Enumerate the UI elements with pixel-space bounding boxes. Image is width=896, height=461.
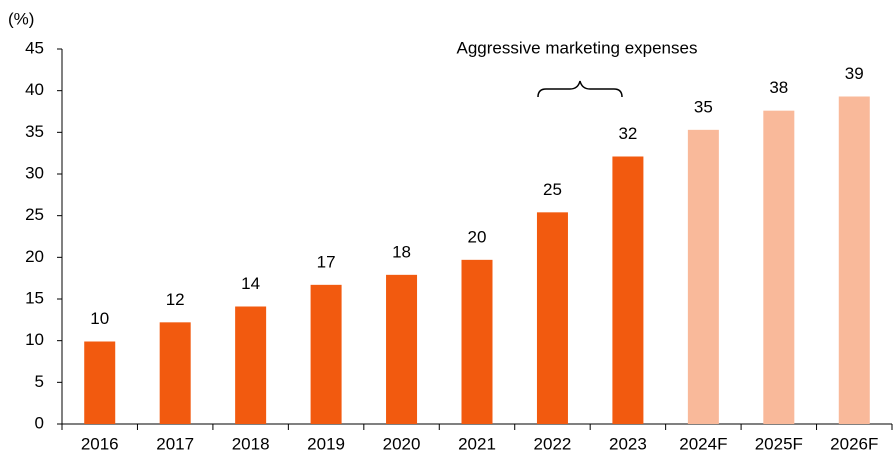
annotation: Aggressive marketing expenses [457, 38, 698, 57]
y-axis-label: (%) [8, 9, 34, 28]
x-tick-label: 2023 [609, 434, 647, 453]
x-tick-label: 2022 [534, 434, 572, 453]
y-tick-label: 5 [35, 372, 44, 391]
x-tick-label: 2017 [156, 434, 194, 453]
y-tick-label: 10 [25, 330, 44, 349]
y-tick-label: 40 [25, 80, 44, 99]
bar [612, 156, 644, 424]
x-tick-label: 2016 [81, 434, 119, 453]
data-label: 12 [166, 290, 185, 309]
bar [536, 212, 568, 424]
y-tick-label: 15 [25, 288, 44, 307]
bar [159, 322, 191, 424]
bar [235, 306, 267, 424]
data-label: 25 [543, 180, 562, 199]
y-tick-label: 0 [35, 413, 44, 432]
bar [386, 274, 418, 424]
y-tick-label: 35 [25, 122, 44, 141]
x-tick-label: 2020 [383, 434, 421, 453]
bar [84, 341, 116, 424]
data-label: 14 [241, 274, 260, 293]
bar [310, 284, 342, 424]
data-label: 39 [845, 64, 864, 83]
data-label: 38 [769, 78, 788, 97]
y-tick-label: 45 [25, 38, 44, 57]
data-label: 32 [618, 124, 637, 143]
x-tick-label: 2021 [458, 434, 496, 453]
brace [537, 80, 623, 98]
x-tick-label: 2019 [307, 434, 345, 453]
data-label: 10 [90, 309, 109, 328]
data-label: 35 [694, 97, 713, 116]
x-tick-label: 2024F [679, 434, 727, 453]
bar [687, 129, 719, 425]
y-tick-label: 25 [25, 205, 44, 224]
x-tick-label: 2026F [830, 434, 878, 453]
bar [838, 96, 870, 424]
x-tick-label: 2018 [232, 434, 270, 453]
bar [461, 259, 493, 424]
y-tick-label: 20 [25, 247, 44, 266]
bar [763, 110, 795, 425]
y-tick-label: 30 [25, 163, 44, 182]
data-label: 17 [317, 252, 336, 271]
x-tick-label: 2025F [755, 434, 803, 453]
data-label: 18 [392, 242, 411, 261]
data-label: 20 [468, 227, 487, 246]
